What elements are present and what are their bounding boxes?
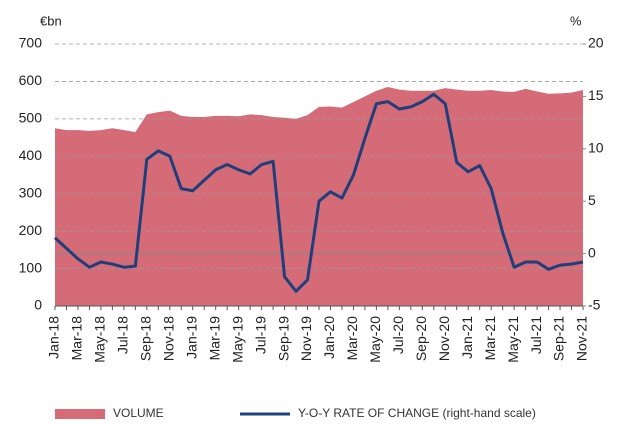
volume-area — [55, 87, 583, 307]
x-tick-label: Sep-20 — [413, 316, 429, 361]
y2-tick-label: 5 — [588, 192, 596, 208]
x-tick-label: Sep-18 — [138, 316, 154, 361]
y2-tick-label: 10 — [588, 140, 604, 156]
y2-tick-label: 0 — [588, 244, 596, 260]
x-tick-label: May-20 — [367, 316, 383, 363]
y-tick-label: 100 — [19, 259, 43, 275]
x-tick-label: Nov-20 — [436, 316, 452, 361]
x-tick-label: May-19 — [229, 316, 245, 363]
x-tick-label: Jan-19 — [183, 316, 199, 359]
legend-label: Y-O-Y RATE OF CHANGE (right-hand scale) — [298, 406, 536, 420]
x-tick-label: Jan-21 — [459, 316, 475, 359]
x-tick-label: Sep-21 — [551, 316, 567, 361]
y2-axis-label: % — [570, 13, 582, 28]
rate-line — [53, 92, 584, 293]
x-tick-label: Sep-19 — [275, 316, 291, 361]
y-tick-label: 400 — [19, 147, 43, 163]
x-tick-label: Jul-20 — [390, 316, 406, 354]
y-tick-label: 600 — [19, 72, 43, 88]
x-tick-label: May-18 — [92, 316, 108, 363]
x-tick-label: Nov-18 — [160, 316, 176, 361]
x-tick-label: Jul-21 — [528, 316, 544, 354]
plot — [55, 87, 583, 307]
legend-label: VOLUME — [113, 406, 164, 420]
x-tick-label: Jan-18 — [46, 316, 62, 359]
x-tick-label: Mar-19 — [206, 316, 222, 361]
x-tick-label: Mar-21 — [482, 316, 498, 361]
x-tick-label: Jul-19 — [252, 316, 268, 354]
y-tick-label: 500 — [19, 110, 43, 126]
x-tick-label: Nov-21 — [574, 316, 590, 361]
y2-tick-label: 20 — [588, 35, 604, 51]
y-tick-label: 200 — [19, 222, 43, 238]
x-tick-label: Nov-19 — [298, 316, 314, 361]
x-tick-label: May-21 — [505, 316, 521, 363]
x-tick-label: Mar-20 — [344, 316, 360, 361]
y-tick-label: 700 — [19, 35, 43, 51]
x-tick-label: Mar-18 — [69, 316, 85, 361]
y-tick-label: 300 — [19, 184, 43, 200]
y2-tick-label: 15 — [588, 87, 604, 103]
overlay — [53, 43, 584, 310]
legend-swatch — [55, 409, 105, 419]
x-tick-label: Jan-20 — [321, 316, 337, 359]
y-tick-label: 0 — [34, 297, 42, 313]
y-axis-label: €bn — [40, 13, 62, 28]
x-tick-label: Jul-18 — [115, 316, 131, 354]
y2-tick-label: -5 — [588, 297, 601, 313]
